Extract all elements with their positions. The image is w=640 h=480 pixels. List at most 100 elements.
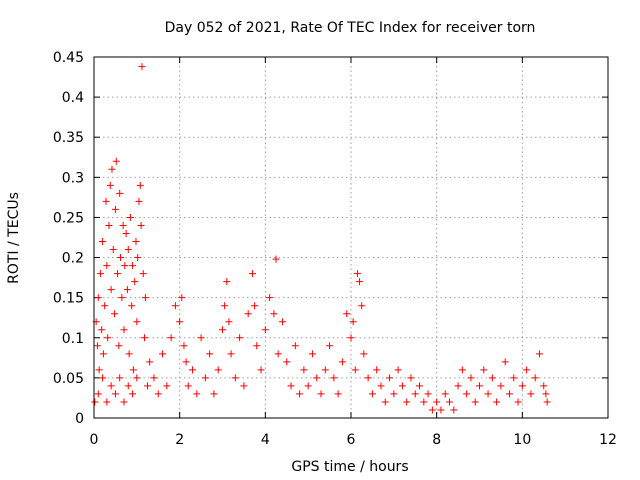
data-point <box>99 374 107 382</box>
data-point <box>251 302 259 310</box>
data-point <box>171 302 179 310</box>
data-point <box>542 390 550 398</box>
x-tick-label: 0 <box>90 432 99 448</box>
data-point <box>518 382 526 390</box>
data-point <box>98 326 106 334</box>
data-point <box>343 310 351 318</box>
data-point <box>214 366 222 374</box>
data-point <box>476 382 483 390</box>
data-point <box>313 374 321 382</box>
data-point <box>274 350 282 358</box>
data-point <box>510 374 518 382</box>
data-point <box>321 366 329 374</box>
data-point <box>358 302 366 310</box>
data-point <box>231 374 239 382</box>
data-point <box>454 382 462 390</box>
data-point <box>484 390 492 398</box>
data-point <box>101 302 109 310</box>
y-tick-label: 0.35 <box>53 130 84 146</box>
data-point <box>308 350 316 358</box>
data-point <box>108 165 116 173</box>
data-point <box>446 398 454 406</box>
data-point <box>225 318 233 326</box>
data-point <box>104 334 112 342</box>
data-point <box>182 358 190 366</box>
data-point <box>540 382 548 390</box>
data-point <box>351 366 359 374</box>
data-point <box>219 326 226 334</box>
data-point <box>394 366 402 374</box>
data-point <box>154 390 162 398</box>
data-point <box>403 398 411 406</box>
data-point <box>450 406 458 414</box>
x-tick-label: 10 <box>513 432 531 448</box>
data-point <box>467 374 475 382</box>
data-point <box>493 398 501 406</box>
data-point <box>93 342 101 350</box>
data-point <box>124 246 132 254</box>
y-axis-label: ROTI / TECUs <box>6 192 22 284</box>
data-point <box>505 390 513 398</box>
data-point <box>189 366 197 374</box>
data-point <box>96 270 104 278</box>
data-point <box>223 278 231 286</box>
data-point <box>141 334 149 342</box>
data-point <box>107 382 115 390</box>
data-point <box>347 334 355 342</box>
data-point <box>437 406 445 414</box>
data-point <box>111 310 119 318</box>
data-point <box>283 358 291 366</box>
y-tick-label: 0 <box>75 411 84 427</box>
x-axis-ticks: 0 2 4 6 8 10 12 <box>90 57 617 448</box>
data-point <box>377 382 385 390</box>
data-point <box>138 63 146 71</box>
data-point <box>424 390 432 398</box>
data-point <box>144 382 152 390</box>
data-point <box>116 189 124 197</box>
data-point <box>167 334 175 342</box>
data-point <box>480 366 488 374</box>
data-point <box>356 278 364 286</box>
data-point <box>109 246 117 254</box>
data-point <box>221 302 229 310</box>
data-point <box>102 197 110 205</box>
y-tick-label: 0.1 <box>62 331 84 347</box>
data-point <box>106 181 114 189</box>
data-point <box>330 374 338 382</box>
data-point <box>272 255 280 263</box>
data-point <box>197 334 205 342</box>
data-point <box>119 221 127 229</box>
data-point <box>94 294 102 302</box>
data-point <box>398 382 406 390</box>
data-point <box>360 350 368 358</box>
data-point <box>523 366 531 374</box>
y-axis-ticks: 0 0.05 0.1 0.15 0.2 0.25 0.3 0.35 0.4 0.45 <box>53 50 608 427</box>
data-point <box>420 398 428 406</box>
data-point <box>296 390 304 398</box>
x-tick-label: 12 <box>599 432 617 448</box>
data-point <box>95 366 103 374</box>
data-point <box>118 294 126 302</box>
data-point <box>236 334 244 342</box>
data-point <box>317 390 325 398</box>
data-point <box>543 398 551 406</box>
data-point <box>134 254 142 262</box>
data-point <box>304 382 312 390</box>
data-point <box>133 374 141 382</box>
data-point <box>201 374 209 382</box>
data-point <box>132 238 140 246</box>
data-point <box>497 382 505 390</box>
data-point <box>193 390 201 398</box>
data-point <box>129 262 137 270</box>
y-tick-label: 0.45 <box>53 50 84 66</box>
data-point <box>103 398 111 406</box>
y-tick-label: 0.2 <box>62 251 84 267</box>
data-point <box>501 358 509 366</box>
data-point <box>244 310 252 318</box>
data-point <box>103 262 111 270</box>
data-point <box>112 157 120 165</box>
data-point <box>121 262 129 270</box>
data-point <box>146 358 154 366</box>
data-point <box>257 366 265 374</box>
data-point <box>471 398 479 406</box>
